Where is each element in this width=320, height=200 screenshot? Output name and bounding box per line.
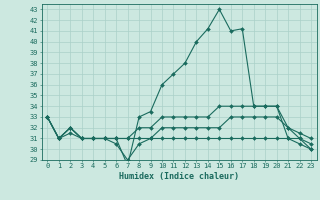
X-axis label: Humidex (Indice chaleur): Humidex (Indice chaleur) xyxy=(119,172,239,181)
